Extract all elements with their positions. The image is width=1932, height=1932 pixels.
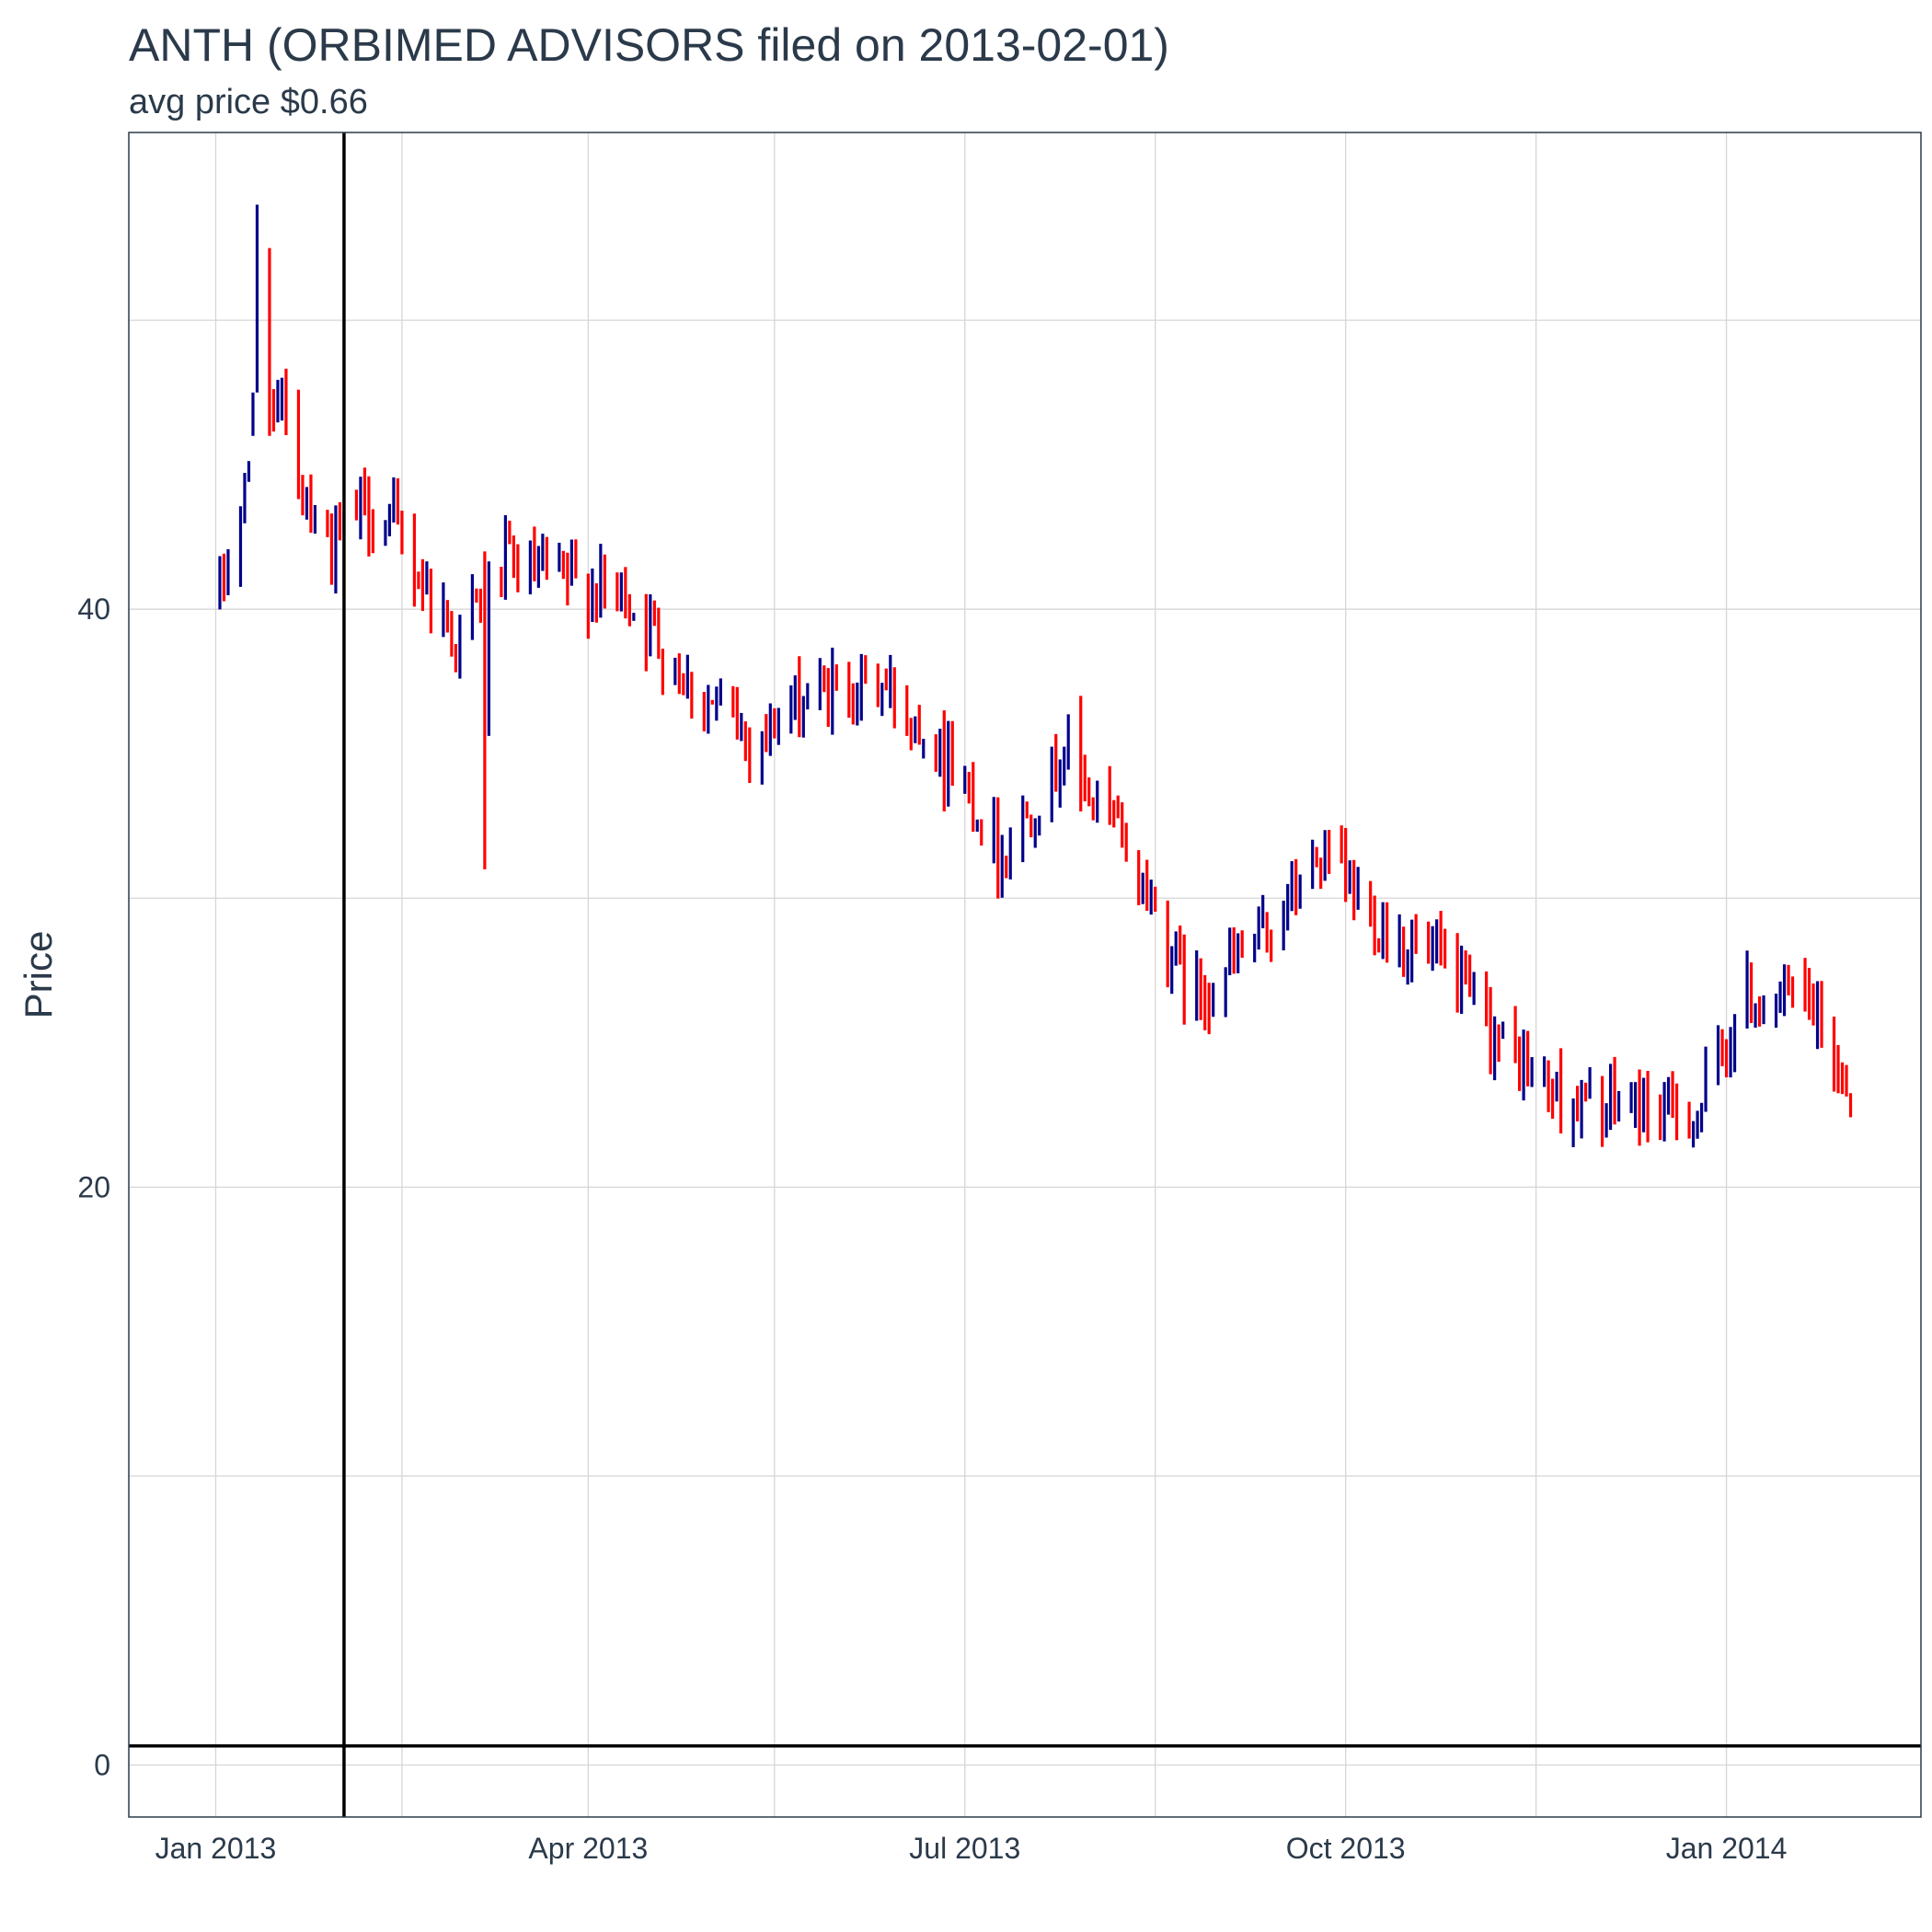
x-tick-label: Jan 2014 <box>1666 1832 1788 1865</box>
y-tick-label: 20 <box>77 1170 110 1203</box>
x-axis-ticks: Jan 2013 Apr 2013 Jul 2013 Oct 2013 Jan 2014 <box>155 1832 1788 1865</box>
grid-lines <box>129 132 1921 1817</box>
y-tick-label: 0 <box>94 1748 110 1781</box>
plot-border <box>128 132 1922 1818</box>
x-tick-label: Jul 2013 <box>909 1832 1020 1865</box>
x-tick-label: Apr 2013 <box>528 1832 648 1865</box>
x-tick-label: Oct 2013 <box>1286 1832 1406 1865</box>
x-tick-label: Jan 2013 <box>155 1832 277 1865</box>
y-axis-ticks: 0 20 40 <box>77 592 110 1781</box>
y-tick-label: 40 <box>77 592 110 626</box>
ohlc-bars <box>218 204 1853 1148</box>
reference-lines <box>129 132 1921 1817</box>
chart-title: ANTH (ORBIMED ADVISORS filed on 2013-02-… <box>129 19 1169 71</box>
chart-subtitle: avg price $0.66 <box>129 83 368 121</box>
y-axis-title: Price <box>17 931 60 1019</box>
